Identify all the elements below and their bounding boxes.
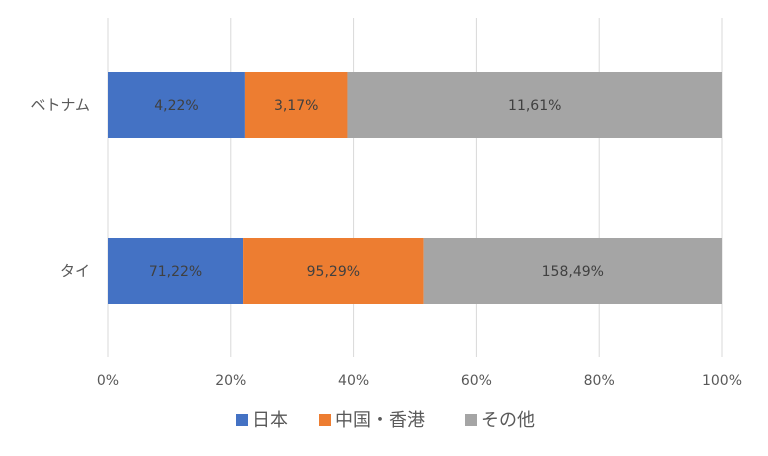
data-label: 4,22% — [154, 98, 198, 114]
x-tick-label: 80% — [584, 373, 615, 389]
legend-label: 日本 — [252, 410, 288, 431]
x-tick-label: 20% — [215, 373, 246, 389]
gridlines — [107, 18, 723, 357]
legend-label: 中国・香港 — [335, 410, 425, 431]
bar-segment — [108, 72, 245, 138]
x-tick-label: 40% — [338, 373, 369, 389]
data-label: 11,61% — [508, 98, 561, 114]
bars: 4,22% 3,17% 11,61% 71,22% 95,29% 158,49% — [108, 72, 722, 304]
data-label: 95,29% — [307, 264, 360, 280]
bar-segment — [347, 72, 722, 138]
bar-segment — [108, 238, 244, 304]
legend: 日本 中国・香港 その他 — [236, 410, 535, 431]
legend-swatch — [465, 414, 477, 426]
data-label: 71,22% — [149, 264, 202, 280]
data-label: 3,17% — [274, 98, 318, 114]
x-tick-label: 100% — [702, 373, 742, 389]
data-label: 158,49% — [542, 264, 604, 280]
x-axis-ticks: 0% 20% 40% 60% 80% 100% — [97, 373, 742, 389]
bar-segment — [244, 72, 348, 138]
x-tick-label: 0% — [97, 373, 119, 389]
category-label: ベトナム — [30, 96, 90, 114]
legend-swatch — [319, 414, 331, 426]
legend-swatch — [236, 414, 248, 426]
category-label: タイ — [60, 262, 90, 280]
x-tick-label: 60% — [461, 373, 492, 389]
legend-label: その他 — [481, 410, 535, 431]
bar-segment — [243, 238, 424, 304]
bar-segment — [423, 238, 722, 304]
